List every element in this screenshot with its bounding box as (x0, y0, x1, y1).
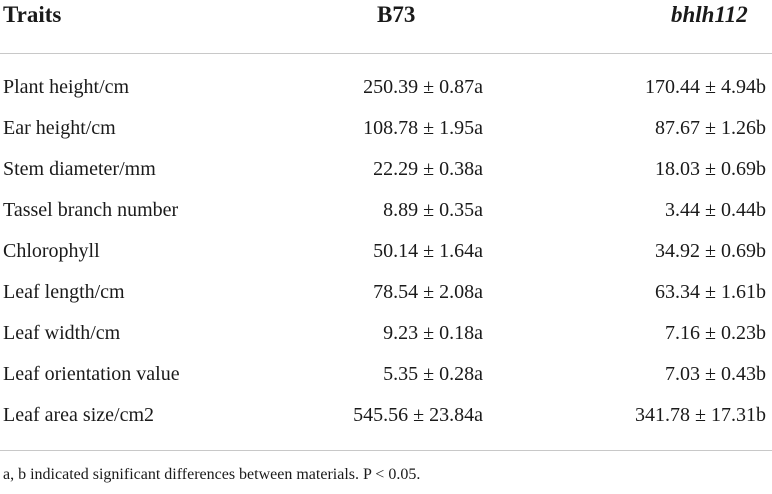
trait-name: Leaf orientation value (3, 363, 180, 385)
table-row: Leaf width/cm 9.23 ± 0.18a 7.16 ± 0.23b (0, 313, 772, 354)
table-row: Stem diameter/mm 22.29 ± 0.38a 18.03 ± 0… (0, 149, 772, 190)
table-row: Chlorophyll 50.14 ± 1.64a 34.92 ± 0.69b (0, 231, 772, 272)
traits-table: Traits B73 bhlh112 Plant height/cm 250.3… (0, 0, 772, 451)
b73-value: 108.78 ± 1.95a (363, 117, 483, 139)
table-row: Plant height/cm 250.39 ± 0.87a 170.44 ± … (0, 67, 772, 108)
bhlh112-value: 87.67 ± 1.26b (655, 117, 766, 139)
b73-value: 545.56 ± 23.84a (353, 404, 483, 426)
b73-value: 9.23 ± 0.18a (383, 322, 483, 344)
trait-name: Leaf area size/cm2 (3, 404, 155, 426)
header-bhlh112: bhlh112 (671, 2, 748, 27)
table-row: Leaf area size/cm2 545.56 ± 23.84a 341.7… (0, 395, 772, 436)
header-divider (0, 53, 772, 54)
trait-name: Plant height/cm (3, 76, 130, 98)
bhlh112-value: 18.03 ± 0.69b (655, 158, 766, 180)
table-header-row: Traits B73 bhlh112 (0, 0, 772, 36)
trait-name: Leaf length/cm (3, 281, 125, 303)
table-footnote: a, b indicated significant differences b… (3, 466, 421, 483)
trait-name: Leaf width/cm (3, 322, 121, 344)
b73-value: 78.54 ± 2.08a (373, 281, 483, 303)
b73-value: 5.35 ± 0.28a (383, 363, 483, 385)
trait-name: Chlorophyll (3, 240, 100, 262)
table-row: Ear height/cm 108.78 ± 1.95a 87.67 ± 1.2… (0, 108, 772, 149)
trait-name: Tassel branch number (3, 199, 179, 221)
footer-divider (0, 450, 772, 451)
bhlh112-value: 7.03 ± 0.43b (665, 363, 766, 385)
header-traits: Traits (3, 2, 62, 27)
table-row: Leaf orientation value 5.35 ± 0.28a 7.03… (0, 354, 772, 395)
table-row: Tassel branch number 8.89 ± 0.35a 3.44 ±… (0, 190, 772, 231)
table-row: Leaf length/cm 78.54 ± 2.08a 63.34 ± 1.6… (0, 272, 772, 313)
header-b73: B73 (377, 2, 416, 27)
b73-value: 22.29 ± 0.38a (373, 158, 483, 180)
trait-name: Stem diameter/mm (3, 158, 156, 180)
b73-value: 50.14 ± 1.64a (373, 240, 483, 262)
bhlh112-value: 170.44 ± 4.94b (645, 76, 766, 98)
bhlh112-value: 63.34 ± 1.61b (655, 281, 766, 303)
table-body: Plant height/cm 250.39 ± 0.87a 170.44 ± … (0, 67, 772, 436)
b73-value: 8.89 ± 0.35a (383, 199, 483, 221)
bhlh112-value: 3.44 ± 0.44b (665, 199, 766, 221)
b73-value: 250.39 ± 0.87a (363, 76, 483, 98)
bhlh112-value: 7.16 ± 0.23b (665, 322, 766, 344)
trait-name: Ear height/cm (3, 117, 116, 139)
bhlh112-value: 34.92 ± 0.69b (655, 240, 766, 262)
bhlh112-value: 341.78 ± 17.31b (635, 404, 766, 426)
